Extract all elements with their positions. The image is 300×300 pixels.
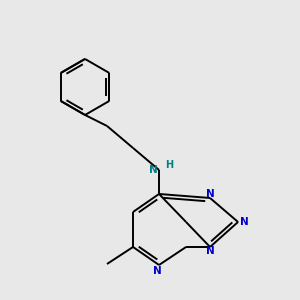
Text: H: H [165,160,173,170]
Text: N: N [153,266,162,276]
Text: N: N [206,189,214,199]
Text: N: N [206,246,214,256]
Text: N: N [240,217,249,227]
Text: N: N [149,165,158,175]
